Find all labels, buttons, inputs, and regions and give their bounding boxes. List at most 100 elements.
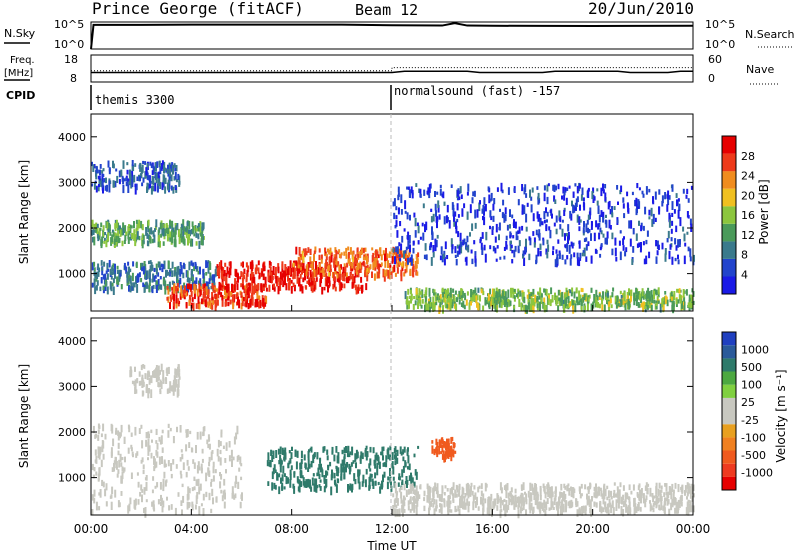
time-tick-label: 16:00 [475, 522, 510, 536]
data-cell [223, 478, 226, 486]
data-cell [136, 176, 139, 181]
data-cell [543, 297, 546, 304]
data-cell [218, 262, 221, 270]
data-cell [672, 492, 675, 501]
noise-right-tick-bottom: 10^0 [705, 38, 735, 51]
data-cell [400, 486, 403, 491]
data-cell [150, 375, 153, 384]
data-cell [354, 479, 357, 485]
data-cell [191, 297, 194, 302]
data-cell [449, 302, 452, 311]
data-cell [278, 460, 281, 465]
data-cell [452, 482, 455, 488]
data-cell [556, 258, 559, 264]
data-cell [347, 276, 350, 284]
data-cell [649, 500, 651, 504]
data-cell [498, 288, 501, 298]
data-cell [171, 280, 174, 285]
data-cell [671, 298, 674, 307]
data-cell [331, 446, 334, 453]
data-cell [469, 490, 472, 497]
data-cell [419, 236, 422, 240]
data-cell [512, 495, 515, 505]
data-cell [414, 469, 417, 476]
data-cell [216, 264, 219, 268]
data-cell [527, 289, 530, 293]
data-cell [429, 486, 432, 493]
data-cell [200, 503, 203, 507]
data-cell [447, 438, 450, 448]
data-cell [575, 202, 577, 211]
n-search-label: N.Search [745, 28, 795, 41]
data-cell [582, 250, 585, 254]
data-cell [521, 210, 524, 215]
data-cell [444, 441, 447, 446]
data-cell [690, 486, 693, 491]
data-cell [135, 276, 137, 285]
data-cell [144, 161, 147, 165]
data-cell [594, 248, 597, 254]
data-cell [147, 389, 150, 399]
data-cell [669, 244, 672, 250]
data-cell [455, 225, 458, 234]
data-cell [606, 292, 609, 297]
data-cell [348, 276, 351, 281]
data-cell [683, 233, 686, 242]
data-cell [325, 254, 328, 261]
data-cell [327, 284, 330, 289]
data-cell [293, 275, 296, 279]
data-cell [474, 500, 477, 508]
data-cell [251, 263, 254, 271]
data-cell [290, 465, 293, 471]
data-cell [674, 507, 677, 514]
data-cell [208, 261, 211, 269]
data-cell [347, 485, 350, 490]
data-cell [331, 469, 333, 476]
data-cell [519, 290, 522, 297]
data-cell [523, 205, 526, 215]
data-cell [305, 251, 308, 256]
data-cell [692, 484, 695, 491]
data-cell [498, 298, 501, 308]
data-cell [666, 204, 669, 212]
data-cell [205, 272, 208, 276]
data-cell [115, 466, 118, 470]
data-cell [376, 260, 379, 270]
data-cell [213, 274, 216, 283]
data-cell [450, 452, 453, 456]
data-cell [583, 293, 586, 301]
data-cell [311, 287, 314, 293]
data-cell [176, 426, 178, 433]
data-cell [170, 174, 173, 182]
data-cell [529, 508, 532, 514]
colorbar-segment [722, 276, 736, 294]
data-cell [388, 271, 391, 280]
data-cell [289, 458, 292, 464]
data-cell [513, 249, 516, 258]
data-cell [415, 506, 418, 515]
data-cell [361, 481, 364, 487]
data-cell [93, 236, 96, 246]
data-cell [572, 242, 575, 246]
data-cell [436, 234, 439, 239]
data-cell [619, 190, 622, 195]
data-cell [351, 483, 354, 490]
data-cell [231, 285, 233, 290]
data-cell [598, 487, 601, 496]
data-cell [482, 216, 484, 221]
data-cell [622, 500, 625, 508]
data-cell [470, 482, 473, 487]
data-cell [554, 489, 557, 498]
data-cell [172, 385, 175, 391]
data-cell [307, 247, 310, 253]
data-cell [547, 298, 550, 305]
data-cell [371, 247, 374, 251]
data-cell [167, 179, 170, 186]
data-cell [675, 298, 678, 305]
freq-panel: Freq. [MHz] 18 8 60 0 Nave [4, 53, 778, 85]
data-cell [114, 219, 117, 225]
data-cell [170, 297, 173, 302]
data-cell [124, 234, 127, 241]
data-cell [664, 253, 667, 262]
